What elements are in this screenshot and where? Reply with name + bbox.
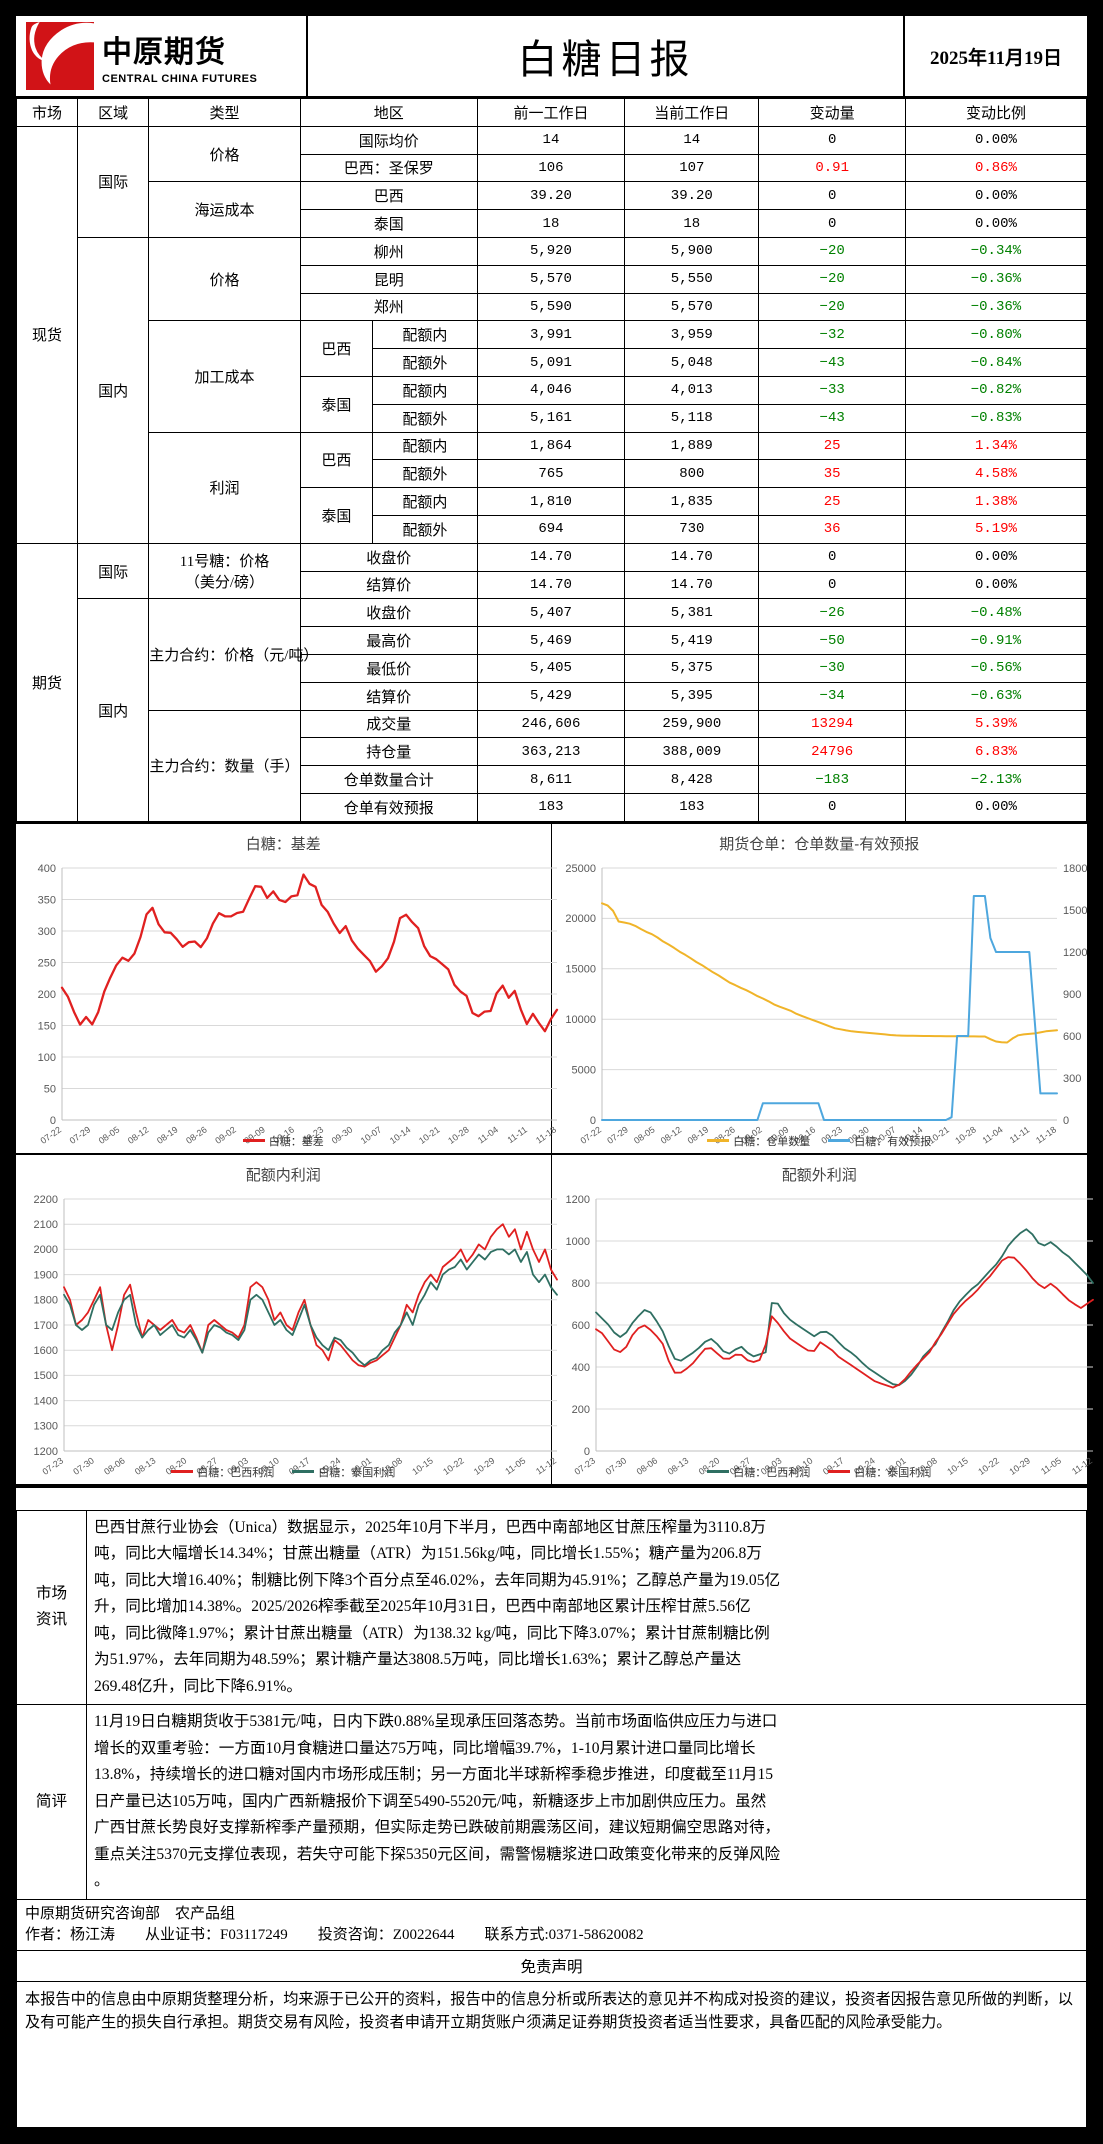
svg-text:1400: 1400 bbox=[34, 1395, 58, 1407]
svg-text:1700: 1700 bbox=[34, 1320, 58, 1332]
svg-text:400: 400 bbox=[38, 863, 56, 875]
svg-text:1600: 1600 bbox=[34, 1345, 58, 1357]
svg-text:250: 250 bbox=[38, 957, 56, 969]
svg-text:25000: 25000 bbox=[565, 863, 596, 875]
svg-text:1300: 1300 bbox=[34, 1420, 58, 1432]
svg-text:1200: 1200 bbox=[34, 1446, 58, 1458]
svg-text:1800: 1800 bbox=[1063, 863, 1087, 875]
svg-text:600: 600 bbox=[1063, 1031, 1081, 1043]
svg-text:400: 400 bbox=[571, 1362, 589, 1374]
svg-text:1200: 1200 bbox=[1063, 947, 1087, 959]
svg-text:1500: 1500 bbox=[1063, 905, 1087, 917]
svg-text:1500: 1500 bbox=[34, 1370, 58, 1382]
svg-text:50: 50 bbox=[44, 1083, 56, 1095]
svg-text:5000: 5000 bbox=[571, 1064, 595, 1076]
svg-text:1800: 1800 bbox=[34, 1294, 58, 1306]
svg-text:600: 600 bbox=[571, 1320, 589, 1332]
svg-text:200: 200 bbox=[38, 989, 56, 1001]
svg-text:10000: 10000 bbox=[565, 1014, 596, 1026]
svg-text:2200: 2200 bbox=[34, 1194, 58, 1206]
svg-text:2000: 2000 bbox=[34, 1244, 58, 1256]
svg-text:0: 0 bbox=[1063, 1115, 1069, 1127]
svg-text:800: 800 bbox=[571, 1278, 589, 1290]
svg-text:200: 200 bbox=[571, 1404, 589, 1416]
svg-text:300: 300 bbox=[38, 926, 56, 938]
svg-text:1900: 1900 bbox=[34, 1269, 58, 1281]
svg-text:1000: 1000 bbox=[565, 1236, 589, 1248]
svg-text:20000: 20000 bbox=[565, 913, 596, 925]
svg-text:1200: 1200 bbox=[565, 1194, 589, 1206]
svg-text:100: 100 bbox=[38, 1052, 56, 1064]
svg-text:300: 300 bbox=[1063, 1073, 1081, 1085]
svg-text:900: 900 bbox=[1063, 989, 1081, 1001]
svg-text:350: 350 bbox=[38, 894, 56, 906]
svg-text:15000: 15000 bbox=[565, 963, 596, 975]
svg-text:2100: 2100 bbox=[34, 1219, 58, 1231]
svg-text:150: 150 bbox=[38, 1020, 56, 1032]
